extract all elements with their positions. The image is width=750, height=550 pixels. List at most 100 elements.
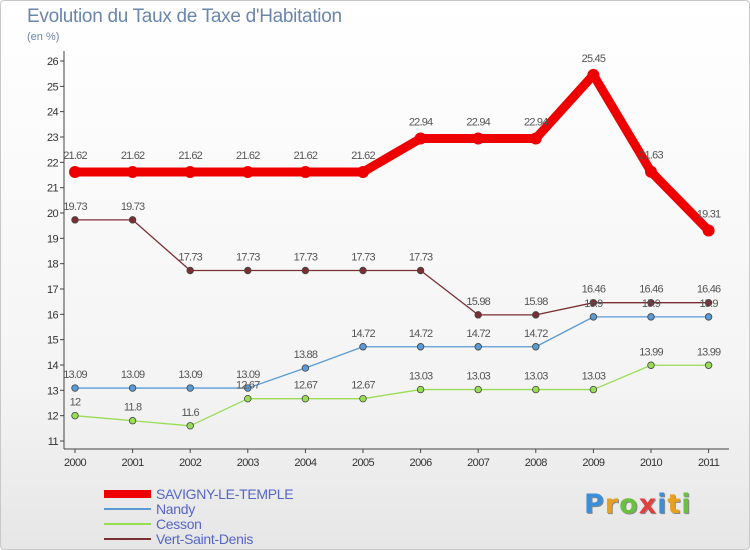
data-point [704,313,713,321]
data-label: 19.73 [63,201,87,213]
data-point [532,343,540,351]
data-label: 17.73 [409,252,433,264]
data-label: 21.62 [236,150,260,162]
y-tick-label: 22 [47,157,59,169]
data-label: 17.73 [351,252,375,264]
data-point [241,165,254,178]
data-point [69,165,81,178]
series-lines [69,68,715,430]
data-label: 21.62 [178,150,202,162]
y-tick-label: 24 [47,107,59,119]
data-label: 14.72 [409,328,433,340]
y-tick-label: 13 [47,385,59,397]
data-point [71,216,79,224]
data-label: 15.9 [584,298,603,310]
data-label: 21.62 [121,150,145,162]
data-point [359,394,367,403]
data-point [647,313,655,321]
data-point [414,132,427,145]
data-label: 14.72 [466,328,490,340]
chart-title: Evolution du Taux de Taxe d'Habitation [27,6,342,27]
logo-letter: t [667,489,682,520]
x-tick-label: 2003 [237,457,260,469]
y-tick-label: 14 [47,360,59,372]
data-label: 17.73 [178,252,202,264]
y-tick-label: 20 [47,208,59,220]
data-point [126,165,139,178]
data-label: 12.67 [294,380,318,392]
data-label: 11.8 [124,402,142,414]
data-point [299,165,312,178]
data-label: 16.46 [697,284,721,296]
y-tick-label: 16 [47,309,59,321]
data-label: 16.46 [639,284,663,296]
data-point [647,361,655,369]
data-label: 15.9 [699,298,718,310]
data-label: 13.09 [121,369,145,381]
data-label: 12 [70,397,81,409]
data-point [704,298,713,307]
data-point [702,224,715,237]
data-point [184,165,197,178]
x-tick-label: 2007 [467,457,490,469]
logo-letter: x [638,489,658,520]
data-point [647,298,655,307]
data-label: 13.88 [294,349,318,361]
data-point [532,385,540,394]
series-line-0 [70,70,714,235]
data-point [532,311,540,319]
data-point [587,68,600,81]
data-label: 13.03 [582,371,606,383]
legend-entry: Cesson [156,516,202,532]
x-tick-label: 2008 [525,457,548,469]
data-point [416,266,425,275]
data-label: 16.46 [582,284,606,296]
data-label: 14.72 [524,328,548,340]
data-point [71,384,79,392]
data-point [244,394,252,403]
y-tick-label: 23 [47,132,59,144]
logo-letter: i [681,489,692,520]
data-label: 13.09 [63,369,87,381]
logo-letter: o [619,489,639,520]
data-label: 17.73 [236,252,260,264]
y-tick-label: 17 [47,284,59,296]
x-tick-label: 2011 [698,457,720,469]
y-tick-label: 18 [47,259,59,271]
legend: SAVIGNY-LE-TEMPLENandyCessonVert-Saint-D… [104,486,294,547]
series-line-2 [74,364,710,427]
data-point [301,266,310,275]
y-tick-label: 19 [47,233,59,245]
data-label: 13.09 [236,369,260,381]
series-line-1 [74,316,710,389]
y-tick-label: 25 [47,81,59,93]
proxiti-logo: Proxiti [584,489,692,520]
data-label: 15.98 [524,296,548,308]
data-point [704,361,713,369]
legend-entry: SAVIGNY-LE-TEMPLE [156,486,293,502]
data-point [416,343,425,351]
x-tick-label: 2002 [179,457,202,469]
data-label: 21.62 [351,150,375,162]
y-tick-label: 26 [47,56,59,68]
legend-entry: Nandy [156,501,195,517]
data-label: 22.94 [409,117,433,129]
data-point [71,411,79,420]
data-label: 11.6 [181,407,199,419]
data-point [244,384,252,392]
data-label: 13.03 [466,371,490,383]
data-point [186,384,194,392]
data-point [645,165,657,178]
data-point [128,216,137,224]
data-point [357,165,369,178]
y-tick-label: 12 [47,411,59,423]
data-label: 25.45 [582,53,606,65]
data-label: 21.62 [294,150,318,162]
data-point [128,384,137,392]
chart-axes: 11 12 13 14 15 16 17 18 19 20 21 22 23 24 25 26 2000 2001… [47,51,729,469]
data-label: 13.99 [697,346,721,358]
data-point [589,385,598,394]
data-point [416,385,425,394]
data-label: 17.73 [294,252,318,264]
